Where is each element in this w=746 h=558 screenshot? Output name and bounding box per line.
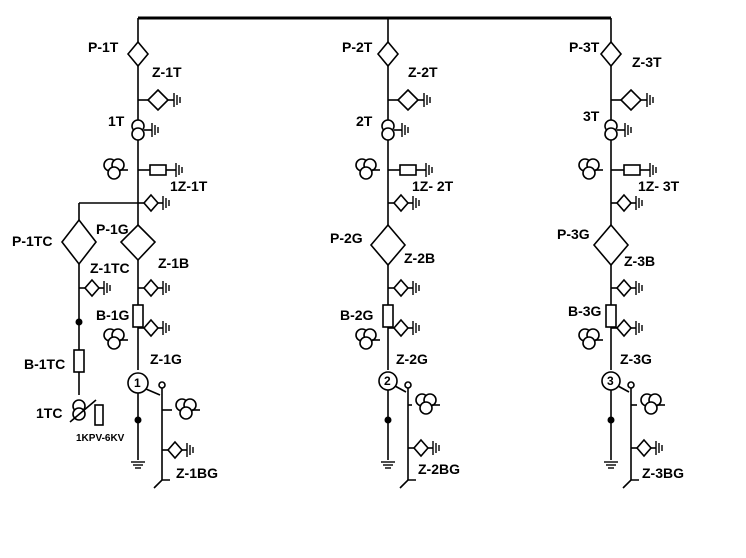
label-z-1g: Z-1G [150,351,182,367]
breaker-b-2g [382,304,394,328]
label-p-3t: P-3T [569,39,600,55]
ct-3bg [640,393,666,415]
relay-branch1-upper [138,195,169,211]
p-2g-relay [369,223,407,267]
branch-1tc [60,218,110,426]
label-1z-3t: 1Z- 3T [638,178,680,194]
ct-2g [355,328,381,350]
label-1tc: 1TC [36,405,62,421]
1z-2t-element [399,164,417,176]
ct-1t [103,158,129,180]
label-z-2t: Z-2T [408,64,438,80]
kpv-meter [94,404,104,426]
branch-2 [355,18,441,489]
label-b-2g: B-2G [340,307,374,323]
z-1t-relay [138,90,180,110]
relay-branch2-upper [388,195,419,211]
p-3g-relay [592,223,630,267]
label-z-1bg: Z-1BG [176,465,218,481]
transformer-3t [604,119,618,141]
label-p-1tc: P-1TC [12,233,52,249]
label-z-1tc: Z-1TC [90,260,130,276]
label-generator-3: 3 [607,374,614,388]
branch-3 [578,18,666,489]
ct-1g [103,328,129,350]
label-1kpv-6kv: 1KPV-6KV [76,433,125,444]
label-z-3t: Z-3T [632,54,662,70]
ct-2bg [415,393,441,415]
label-p-3g: P-3G [557,226,590,242]
label-z-2bg: Z-2BG [418,461,460,477]
label-z-2g: Z-2G [396,351,428,367]
z-1b-relay [138,280,169,296]
p-1g-relay [119,223,157,262]
ct-1bg [175,398,201,420]
label-1t: 1T [108,113,125,129]
z-2b-relay [388,280,419,296]
z-3bg-relay [631,440,662,456]
1z-1t-element [149,164,167,176]
transformer-1t [131,119,145,141]
label-z-3g: Z-3G [620,351,652,367]
z-1tc-relay [79,280,110,296]
label-b-1tc: B-1TC [24,356,65,372]
label-b-1g: B-1G [96,307,130,323]
p-3t-relay [599,40,623,68]
breaker-b-1tc [73,349,85,373]
label-z-2b: Z-2B [404,250,435,266]
branch-1 [78,18,201,489]
breaker-b-1g [132,304,144,328]
transformer-2t [381,119,395,141]
label-generator-2: 2 [384,374,391,388]
z-3b-relay [611,280,642,296]
label-1z-2t: 1Z- 2T [412,178,454,194]
label-b-3g: B-3G [568,303,602,319]
label-p-2g: P-2G [330,230,363,246]
z-1bg-relay [162,442,193,458]
label-z-3bg: Z-3BG [642,465,684,481]
z-3t-relay [611,90,653,110]
label-generator-1: 1 [134,376,141,390]
p-1t-relay [126,40,150,68]
label-z-1t: Z-1T [152,64,182,80]
label-p-1g: P-1G [96,221,129,237]
z-2t-relay [388,90,430,110]
ct-3g [578,328,604,350]
label-2t: 2T [356,113,373,129]
relay-branch3-upper [611,195,642,211]
label-z-3b: Z-3B [624,253,655,269]
p-1tc-relay [60,218,98,266]
z-2bg-relay [408,440,439,456]
ct-3t [578,158,604,180]
ct-2t [355,158,381,180]
breaker-b-3g [605,304,617,328]
label-3t: 3T [583,108,600,124]
1z-3t-element [623,164,641,176]
label-1z-1t: 1Z-1T [170,178,208,194]
p-2t-relay [376,40,400,68]
label-p-2t: P-2T [342,39,373,55]
label-z-1b: Z-1B [158,255,189,271]
label-p-1t: P-1T [88,39,119,55]
